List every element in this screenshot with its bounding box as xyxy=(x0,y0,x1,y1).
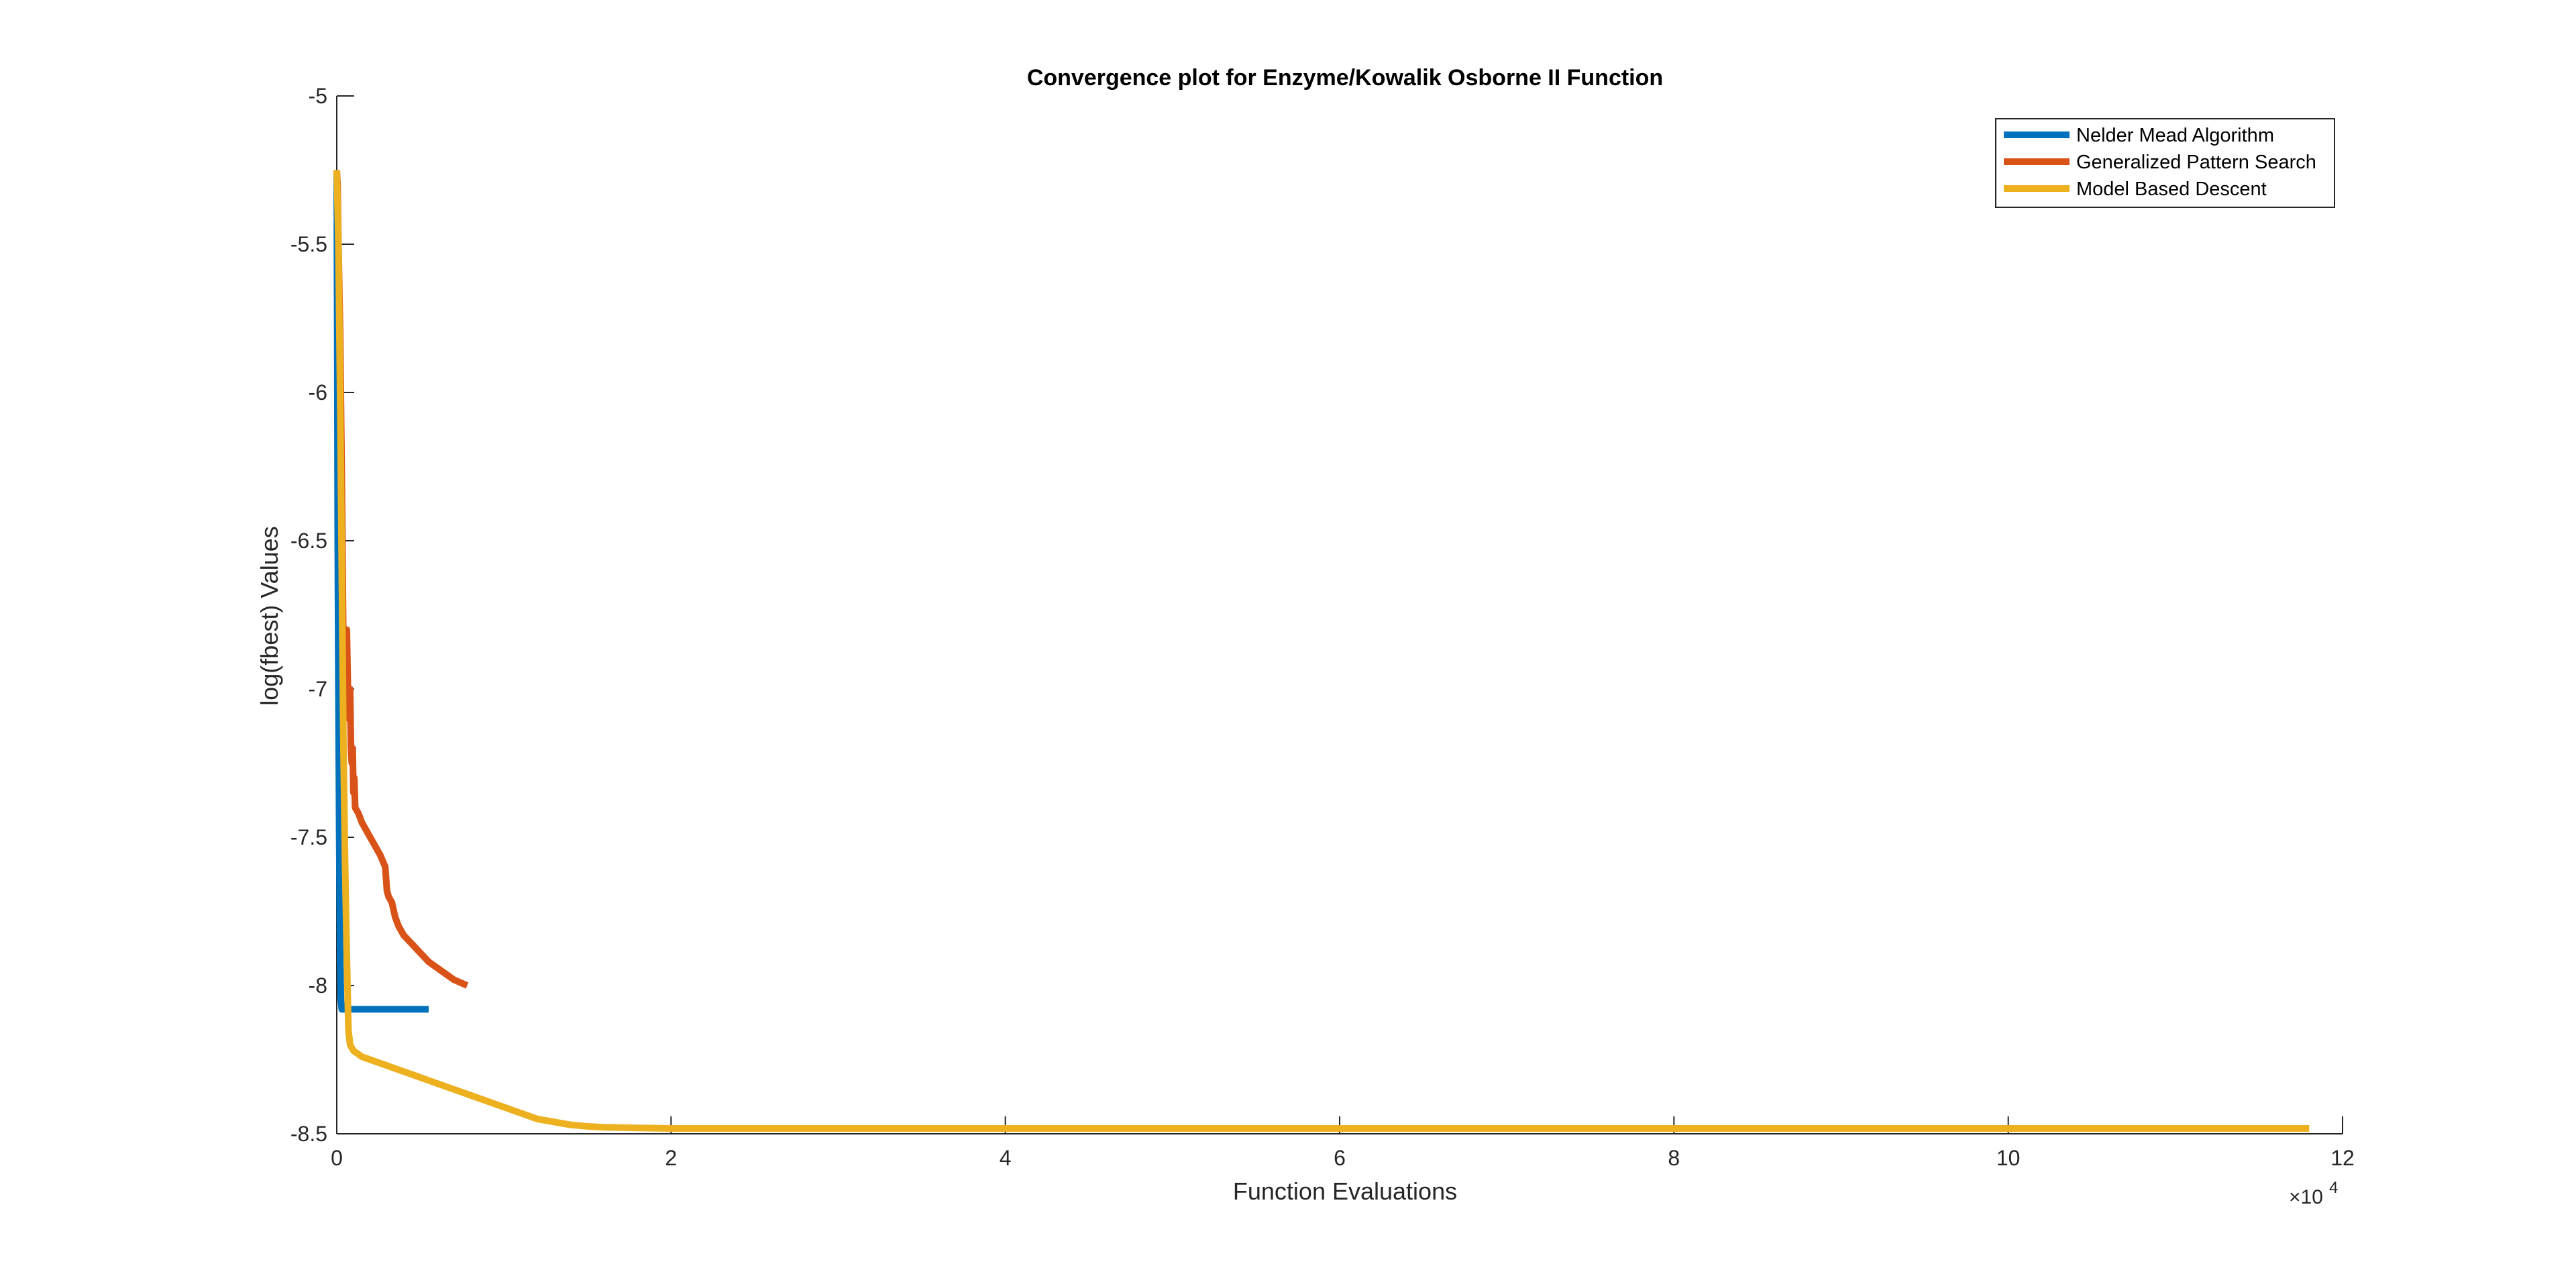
x-tick-label: 0 xyxy=(331,1146,343,1170)
series-line-nelder-mead-algorithm xyxy=(333,170,429,1013)
y-axis-label: log(fbest) Values xyxy=(256,526,283,705)
x-multiplier-exponent: 4 xyxy=(2329,1179,2338,1197)
chart-title: Convergence plot for Enzyme/Kowalik Osbo… xyxy=(1027,65,1663,91)
x-tick-label: 6 xyxy=(1334,1146,1346,1170)
legend-label-model-based-descent: Model Based Descent xyxy=(2076,178,2267,200)
x-multiplier-base: ×10 xyxy=(2289,1186,2323,1208)
x-tick-label: 10 xyxy=(1996,1146,2021,1170)
y-tick-label: -8.5 xyxy=(290,1122,327,1146)
x-tick-label: 8 xyxy=(1668,1146,1680,1170)
y-tick-label: -5.5 xyxy=(290,232,327,256)
x-tick-label: 4 xyxy=(1000,1146,1012,1170)
y-tick-label: -7.5 xyxy=(290,825,327,849)
legend: Nelder Mead Algorithm Generalized Pattern… xyxy=(1995,118,2335,208)
x-tick-label: 12 xyxy=(2330,1146,2355,1170)
y-tick-label: -7 xyxy=(309,677,327,701)
y-tick-label: -8 xyxy=(309,973,327,998)
y-tick-label: -5 xyxy=(309,84,327,108)
y-axis-ticks: -8.5 -8 -7.5 -7 -6.5 -6 -5.5 -5 xyxy=(290,84,354,1146)
y-tick-label: -6.5 xyxy=(290,529,327,553)
x-tick-label: 2 xyxy=(665,1146,677,1170)
plot-series xyxy=(333,170,2310,1132)
legend-label-nelder-mead-algorithm: Nelder Mead Algorithm xyxy=(2076,125,2274,146)
y-tick-label: -6 xyxy=(309,380,327,405)
series-line-model-based-descent xyxy=(333,170,2310,1132)
x-axis-label: Function Evaluations xyxy=(1233,1177,1457,1205)
legend-label-generalized-pattern-search: Generalized Pattern Search xyxy=(2076,152,2316,173)
x-axis-multiplier: ×10 4 xyxy=(2289,1179,2338,1208)
